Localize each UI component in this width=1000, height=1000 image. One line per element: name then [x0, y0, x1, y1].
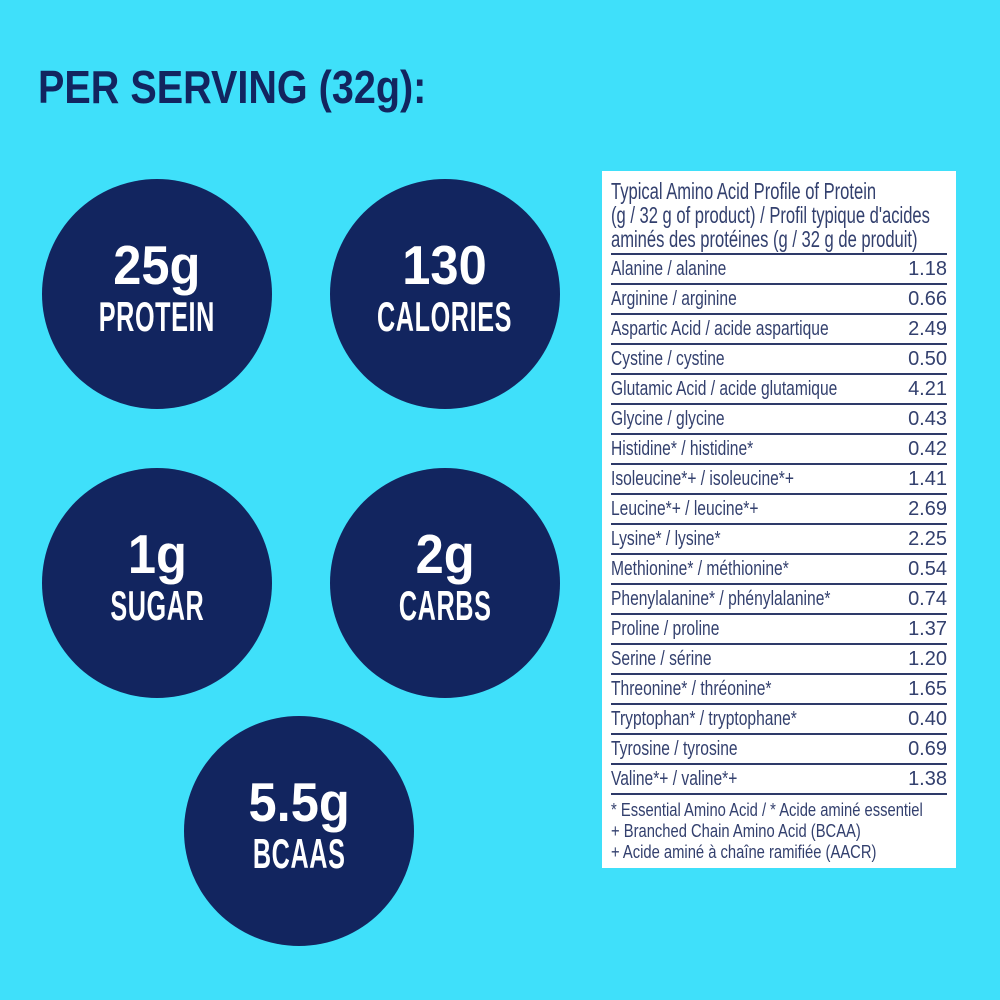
amino-name: Phenylalanine* / phénylalanine* [611, 587, 831, 610]
amino-name: Glutamic Acid / acide glutamique [611, 377, 838, 400]
page-title: PER SERVING (32g): [38, 61, 427, 113]
protein-label: PROTEIN [98, 293, 216, 340]
amino-value: 4.21 [908, 377, 947, 400]
amino-table-header: Typical Amino Acid Profile of Protein (g … [611, 179, 947, 255]
amino-name: Threonine* / thréonine* [611, 677, 772, 700]
amino-value: 1.18 [908, 257, 947, 280]
protein-amount: 25g [113, 234, 201, 296]
amino-table-footnote: + Acide aminé à chaîne ramifiée (AACR) [611, 842, 877, 862]
amino-row: Histidine* / histidine* 0.42 [611, 435, 947, 465]
amino-row: Valine*+ / valine*+ 1.38 [611, 765, 947, 795]
stat-circle-protein: 25g PROTEIN [42, 179, 272, 409]
stat-circle-calories: 130 CALORIES [330, 179, 560, 409]
amino-value: 2.49 [908, 317, 947, 340]
amino-value: 0.54 [908, 557, 947, 580]
amino-name: Arginine / arginine [611, 287, 737, 310]
amino-row: Lysine* / lysine* 2.25 [611, 525, 947, 555]
amino-name: Cystine / cystine [611, 347, 725, 370]
amino-value: 2.69 [908, 497, 947, 520]
amino-row: Glutamic Acid / acide glutamique 4.21 [611, 375, 947, 405]
amino-name: Alanine / alanine [611, 257, 727, 280]
amino-table-header-line: aminés des protéines (g / 32 g de produi… [611, 226, 918, 252]
stat-circle-protein-content: 25g PROTEIN [60, 238, 254, 338]
amino-value: 0.50 [908, 347, 947, 370]
bcaas-amount: 5.5g [248, 771, 350, 833]
amino-row: Alanine / alanine 1.18 [611, 255, 947, 285]
amino-row: Proline / proline 1.37 [611, 615, 947, 645]
amino-value: 0.40 [908, 707, 947, 730]
amino-value: 1.20 [908, 647, 947, 670]
amino-value: 1.65 [908, 677, 947, 700]
amino-value: 1.37 [908, 617, 947, 640]
sugar-label: SUGAR [109, 582, 205, 629]
amino-name: Proline / proline [611, 617, 720, 640]
amino-name: Valine*+ / valine*+ [611, 767, 738, 790]
calories-label: CALORIES [377, 293, 513, 340]
amino-row: Aspartic Acid / acide aspartique 2.49 [611, 315, 947, 345]
amino-name: Leucine*+ / leucine*+ [611, 497, 759, 520]
amino-row: Phenylalanine* / phénylalanine* 0.74 [611, 585, 947, 615]
sugar-amount: 1g [127, 523, 187, 585]
stat-circle-bcaas: 5.5g BCAAS [184, 716, 414, 946]
amino-name: Glycine / glycine [611, 407, 725, 430]
amino-row: Tryptophan* / tryptophane* 0.40 [611, 705, 947, 735]
amino-value: 2.25 [908, 527, 947, 550]
amino-row: Glycine / glycine 0.43 [611, 405, 947, 435]
amino-acid-table: Typical Amino Acid Profile of Protein (g … [602, 171, 956, 868]
amino-row: Isoleucine*+ / isoleucine*+ 1.41 [611, 465, 947, 495]
amino-row: Tyrosine / tyrosine 0.69 [611, 735, 947, 765]
bcaas-label: BCAAS [252, 830, 346, 877]
amino-name: Isoleucine*+ / isoleucine*+ [611, 467, 794, 490]
amino-value: 0.74 [908, 587, 947, 610]
amino-row: Serine / sérine 1.20 [611, 645, 947, 675]
amino-value: 0.66 [908, 287, 947, 310]
amino-value: 1.38 [908, 767, 947, 790]
amino-value: 0.69 [908, 737, 947, 760]
stat-circle-sugar-content: 1g SUGAR [79, 527, 236, 627]
amino-name: Tyrosine / tyrosine [611, 737, 738, 760]
stat-circle-bcaas-content: 5.5g BCAAS [222, 775, 376, 875]
amino-table-header-line: (g / 32 g of product) / Profil typique d… [611, 202, 930, 228]
amino-value: 1.41 [908, 467, 947, 490]
amino-table-footnote: * Essential Amino Acid / * Acide aminé e… [611, 800, 923, 820]
stat-circle-calories-content: 130 CALORIES [332, 238, 557, 338]
amino-name: Lysine* / lysine* [611, 527, 721, 550]
amino-value: 0.43 [908, 407, 947, 430]
amino-value: 0.42 [908, 437, 947, 460]
amino-row: Arginine / arginine 0.66 [611, 285, 947, 315]
carbs-amount: 2g [415, 523, 475, 585]
amino-row: Threonine* / thréonine* 1.65 [611, 675, 947, 705]
amino-name: Tryptophan* / tryptophane* [611, 707, 797, 730]
stat-circle-carbs: 2g CARBS [330, 468, 560, 698]
amino-row: Leucine*+ / leucine*+ 2.69 [611, 495, 947, 525]
amino-row: Methionine* / méthionine* 0.54 [611, 555, 947, 585]
amino-table-footnotes: * Essential Amino Acid / * Acide aminé e… [611, 795, 947, 863]
amino-table-rows: Alanine / alanine 1.18 Arginine / arginine… [611, 255, 947, 795]
stat-circle-sugar: 1g SUGAR [42, 468, 272, 698]
stat-circle-carbs-content: 2g CARBS [368, 527, 522, 627]
amino-table-footnote: + Branched Chain Amino Acid (BCAA) [611, 821, 861, 841]
amino-name: Histidine* / histidine* [611, 437, 754, 460]
amino-name: Serine / sérine [611, 647, 712, 670]
amino-name: Methionine* / méthionine* [611, 557, 789, 580]
amino-row: Cystine / cystine 0.50 [611, 345, 947, 375]
calories-amount: 130 [402, 234, 488, 296]
amino-name: Aspartic Acid / acide aspartique [611, 317, 829, 340]
carbs-label: CARBS [398, 582, 492, 629]
amino-table-header-line: Typical Amino Acid Profile of Protein [611, 178, 877, 204]
